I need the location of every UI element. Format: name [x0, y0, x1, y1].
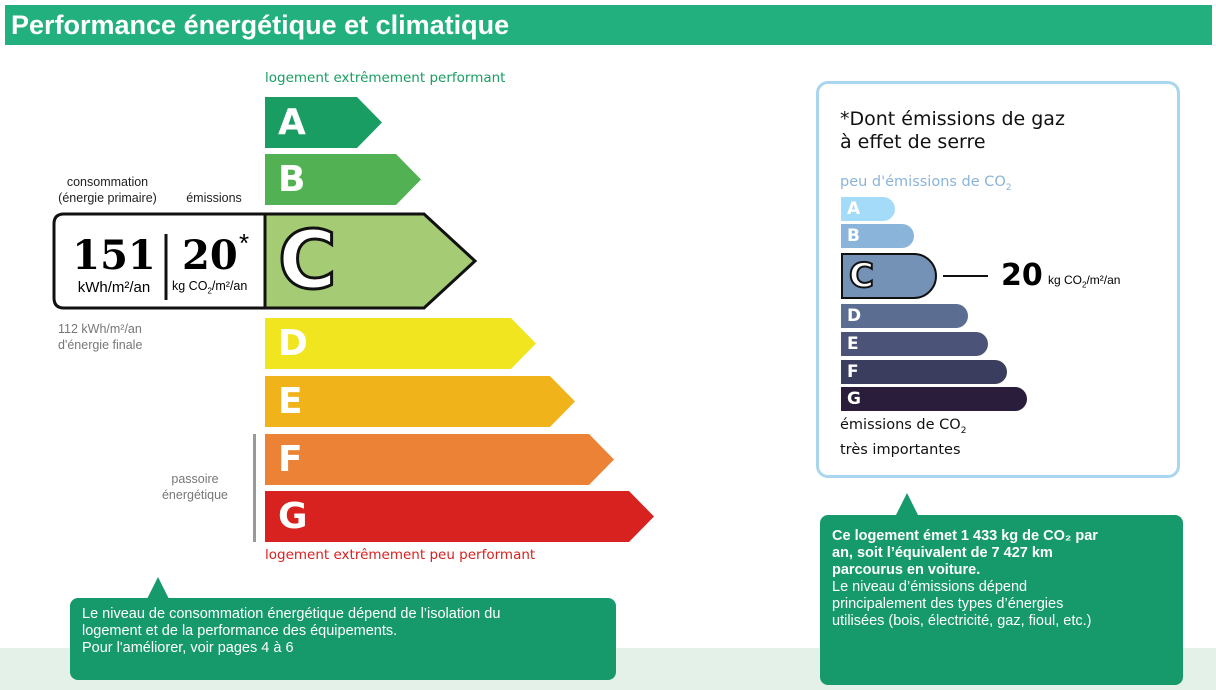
label-line: très importantes — [840, 441, 961, 458]
ges-class-c: C — [841, 253, 937, 299]
current-box-outline — [52, 212, 478, 310]
emissions-asterisk: * — [239, 228, 250, 258]
label-text: peu d'émissions de CO — [840, 174, 1006, 190]
ges-panel — [816, 81, 1180, 478]
unit-text: /m²/an — [1086, 273, 1121, 287]
title-line: *Dont émissions de gaz — [840, 108, 1065, 130]
ges-title: *Dont émissions de gaz à effet de serre — [840, 108, 1065, 154]
ges-class-a: A — [841, 197, 895, 221]
label-line: d'énergie finale — [58, 338, 143, 352]
title-line: à effet de serre — [840, 131, 986, 153]
label-sub: 2 — [1005, 182, 1012, 193]
unit-text: /m²/an — [211, 279, 248, 293]
callout-left-pointer — [147, 577, 169, 599]
callout-line: an, soit l’équivalent de 7 427 km — [832, 545, 1053, 561]
unit-text: kg CO — [172, 279, 208, 293]
callout-line: utilisées (bois, électricité, gaz, fioul… — [832, 613, 1092, 629]
consumption-value: 151 — [72, 232, 156, 279]
label-line: consommation — [66, 175, 149, 189]
callout-left: Le niveau de consommation énergétique dé… — [70, 598, 616, 680]
energy-bottom-label: logement extrêmement peu performant — [265, 547, 536, 563]
ges-class-e: E — [841, 332, 988, 356]
unit-sub: 2 — [1082, 280, 1087, 290]
label-sub: 2 — [960, 425, 967, 436]
callout-line: logement et de la performance des équipe… — [82, 623, 398, 639]
ges-bottom-label: émissions de CO2 très importantes — [840, 416, 966, 460]
final-energy: 112 kWh/m²/an d'énergie finale — [50, 321, 160, 353]
label-line: énergétique — [161, 488, 229, 502]
ges-pointer-line — [943, 275, 988, 277]
energy-top-label: logement extrêmement performant — [265, 70, 506, 86]
callout-line: Le niveau de consommation énergétique dé… — [82, 606, 501, 622]
ges-unit: kg CO2/m²/an — [1048, 273, 1120, 289]
label-line: (énergie primaire) — [58, 191, 157, 205]
callout-line: Le niveau d’émissions dépend — [832, 579, 1028, 595]
emissions-unit: kg CO2/m²/an — [172, 279, 247, 296]
energy-class-f: F — [265, 434, 614, 485]
unit-text: kg CO — [1048, 273, 1083, 287]
ges-value: 20 — [1001, 258, 1043, 293]
callout-right-pointer — [896, 493, 918, 515]
ges-class-f: F — [841, 360, 1007, 384]
energy-class-a: A — [265, 97, 382, 148]
callout-line: Pour l'améliorer, voir pages 4 à 6 — [82, 640, 294, 656]
ges-class-b: B — [841, 224, 914, 248]
page-title: Performance énergétique et climatique — [5, 5, 1212, 45]
unit-sub: 2 — [207, 286, 212, 296]
passoire-divider — [253, 434, 256, 542]
callout-line: parcourus en voiture. — [832, 562, 981, 578]
energy-class-e: E — [265, 376, 575, 427]
label-line: passoire — [171, 472, 219, 486]
energy-class-d: D — [265, 318, 536, 369]
callout-line: principalement des types d’énergies — [832, 596, 1064, 612]
passoire-label: passoire énergétique — [150, 471, 240, 503]
ges-class-g: G — [841, 387, 1027, 411]
callout-right: Ce logement émet 1 433 kg de CO₂ par an,… — [820, 515, 1183, 685]
ges-top-label: peu d'émissions de CO2 — [840, 174, 1012, 193]
energy-class-b: B — [265, 154, 421, 205]
callout-line: Ce logement émet 1 433 kg de CO₂ par — [832, 528, 1098, 544]
energy-current-box: C 151 kWh/m²/an 20 * kg CO2/m²/an — [52, 212, 478, 310]
label-line: 112 kWh/m²/an — [58, 322, 142, 336]
emissions-label: émissions — [186, 191, 242, 205]
label-text: émissions de CO — [840, 417, 961, 433]
energy-current-letter: C — [277, 213, 339, 309]
emissions-value: 20 — [182, 232, 238, 279]
ges-class-d: D — [841, 304, 968, 328]
consumption-unit: kWh/m²/an — [77, 279, 151, 296]
consumption-label: consommation (énergie primaire) — [50, 174, 165, 206]
energy-class-g: G — [265, 491, 654, 542]
